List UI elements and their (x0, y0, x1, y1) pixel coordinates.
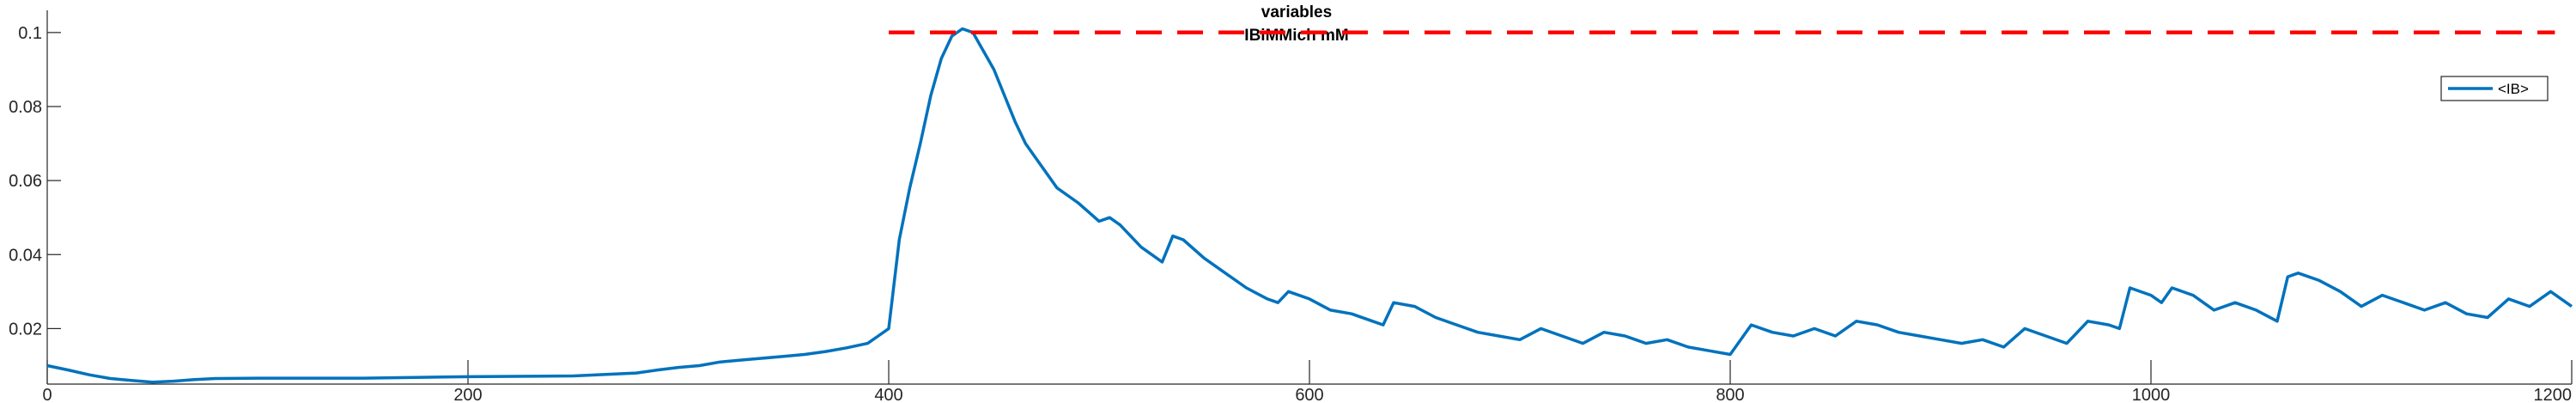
y-tick-label: 0.1 (18, 24, 42, 43)
x-tick-label: 200 (453, 386, 482, 403)
y-tick-label: 0.02 (9, 320, 42, 339)
legend-label: <IB> (2498, 81, 2529, 97)
x-tick-label: 400 (874, 386, 902, 403)
axes: 0 200 400 600 800 1000 1200 0.02 0.04 0.06 0.08 0.1 (9, 10, 2573, 403)
x-tick-label: 1000 (2132, 386, 2171, 403)
series-line-ib (46, 27, 2573, 384)
x-tick-label: 0 (42, 386, 52, 403)
y-tick-label: 0.04 (9, 246, 42, 265)
x-tick-label: 800 (1716, 386, 1744, 403)
chart-title: variables IBiMMich mM (1244, 3, 1348, 45)
chart-title-line-1: variables (1261, 3, 1332, 21)
x-tick-label: 1200 (2534, 386, 2573, 403)
y-tick-label: 0.06 (9, 172, 42, 191)
series-group (46, 27, 2573, 384)
x-tick-label: 600 (1295, 386, 1323, 403)
legend: <IB> (2440, 76, 2549, 101)
chart-title-line-2: IBiMMich mM (1244, 27, 1348, 45)
y-tick-label: 0.08 (9, 98, 42, 117)
